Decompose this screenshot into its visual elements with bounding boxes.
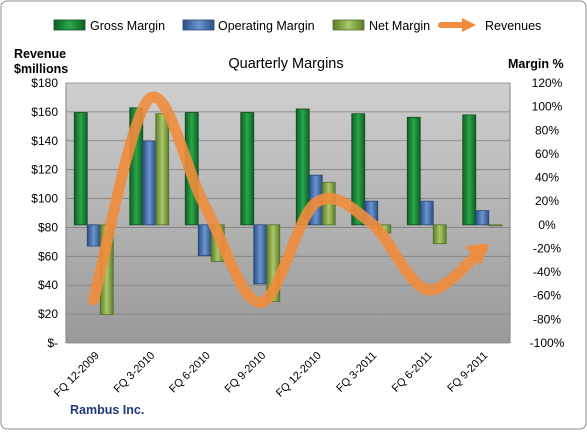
bar-gross-margin: [462, 114, 477, 226]
bar-operating-margin: [86, 224, 101, 247]
revenue-series: [88, 91, 489, 309]
bar-operating-margin: [419, 200, 434, 226]
bar-gross-margin: [351, 113, 366, 226]
left-tick-label: $180: [31, 76, 58, 90]
bar-gross-margin: [406, 116, 421, 226]
bar-net-margin: [488, 224, 503, 227]
legend-label-revenues: Revenues: [485, 19, 541, 33]
bar-net-margin: [432, 224, 447, 245]
legend-label-operating-margin: Operating Margin: [218, 19, 315, 33]
chart-title: Quarterly Margins: [228, 56, 343, 72]
right-tick-label: -40%: [533, 265, 561, 279]
bar-net-margin: [155, 113, 170, 226]
legend-label-net-margin: Net Margin: [369, 19, 430, 33]
bar-gross-margin: [240, 112, 255, 226]
legend-label-gross-margin: Gross Margin: [90, 19, 165, 33]
legend-swatch-revenues: [438, 18, 476, 32]
right-tick-label: 80%: [535, 123, 559, 137]
legend: Gross Margin Operating Margin Net Margin…: [53, 18, 541, 33]
right-tick-label: -80%: [533, 312, 561, 326]
left-axis-label-line1: Revenue: [14, 47, 66, 61]
left-tick-label: $160: [31, 105, 58, 119]
right-tick-label: 0%: [538, 218, 556, 232]
right-axis-label: Margin %: [508, 57, 564, 71]
left-axis-label-line2: $millions: [14, 62, 68, 76]
bar-gross-margin: [73, 112, 88, 226]
left-tick-label: $140: [31, 134, 58, 148]
left-tick-label: $60: [38, 249, 58, 263]
legend-swatch-operating-margin: [182, 19, 215, 31]
bar-operating-margin: [197, 224, 212, 256]
right-tick-label: -60%: [533, 289, 561, 303]
right-tick-label: -100%: [530, 336, 565, 350]
bar-operating-margin: [475, 210, 490, 226]
right-tick-label: 120%: [532, 76, 563, 90]
left-tick-label: $100: [31, 192, 58, 206]
right-tick-label: 20%: [535, 194, 559, 208]
bar-operating-margin: [142, 140, 157, 226]
left-axis-ticks: $- $20 $40 $60 $80 $100 $120 $140 $160 $180: [31, 76, 58, 350]
right-tick-label: 40%: [535, 171, 559, 185]
left-tick-label: $80: [38, 220, 58, 234]
legend-swatch-gross-margin: [53, 19, 86, 31]
bar-operating-margin: [253, 224, 268, 285]
left-tick-label: $20: [38, 307, 58, 321]
right-tick-label: 60%: [535, 147, 559, 161]
right-tick-label: -20%: [533, 241, 561, 255]
right-axis-ticks: -100% -80% -60% -40% -20% 0% 20% 40% 60% 80% 100% 1…: [530, 76, 565, 350]
company-name: Rambus Inc.: [70, 403, 144, 417]
left-tick-label: $120: [31, 163, 58, 177]
left-tick-label: $40: [38, 278, 58, 292]
right-tick-label: 100%: [532, 100, 563, 114]
legend-swatch-net-margin: [332, 19, 365, 31]
left-tick-label: $-: [47, 336, 58, 350]
revenue-arrowhead: [464, 244, 489, 267]
revenue-line: [88, 91, 488, 309]
